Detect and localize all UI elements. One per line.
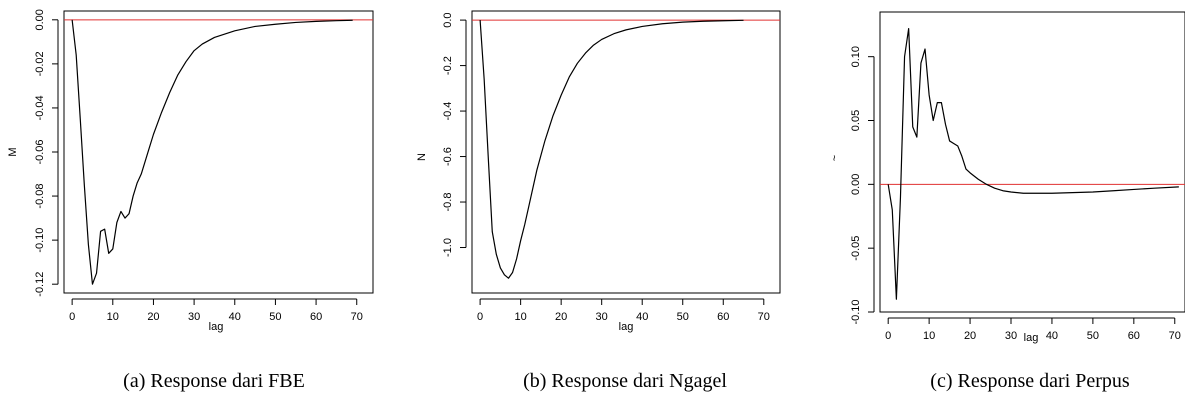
x-axis-label: lag: [1024, 332, 1039, 344]
x-tick-label: 20: [964, 330, 976, 342]
caption: (b) Response dari Ngagel: [523, 370, 727, 392]
caption: (a) Response dari FBE: [123, 370, 305, 392]
caption: (c) Response dari Perpus: [930, 370, 1130, 392]
plot-box: [471, 10, 781, 294]
y-tick-label: 0.00: [34, 9, 46, 30]
x-tick-label: 40: [229, 311, 241, 323]
x-axis-label: lag: [209, 321, 224, 333]
plot-box: [879, 11, 1185, 313]
series-line: [71, 19, 353, 285]
panel-fbe: 0 10 20 30 40 50 60 70 0.00 -0.02 -0.04 -0.06 -0.08…: [7, 9, 374, 392]
y-tick-label: -0.02: [34, 51, 46, 76]
series-line: [887, 28, 1179, 300]
x-tick-label: 20: [147, 311, 159, 323]
y-axis-label: M: [7, 147, 19, 156]
y-tick-label: -0.6: [442, 147, 454, 166]
x-tick-label: 30: [1005, 330, 1017, 342]
x-axis-label: lag: [619, 321, 634, 333]
y-tick-label: -0.12: [34, 272, 46, 297]
x-tick-label: 60: [717, 311, 729, 323]
x-tick-label: 10: [923, 330, 935, 342]
x-tick-label: 70: [351, 311, 363, 323]
x-axis: 0 10 20 30 40 50 60 70: [477, 298, 770, 323]
series-group: [479, 19, 744, 279]
y-tick-label: -0.10: [34, 228, 46, 253]
x-tick-label: 60: [310, 311, 322, 323]
x-tick-label: 40: [636, 311, 648, 323]
x-tick-label: 60: [1128, 330, 1140, 342]
y-tick-label: -0.04: [34, 95, 46, 120]
y-tick-label: -1.0: [442, 238, 454, 257]
y-tick-label: 0.0: [442, 12, 454, 27]
x-tick-label: 10: [107, 311, 119, 323]
y-axis: 0.00 -0.02 -0.04 -0.06 -0.08 -0.10 -0.12: [34, 9, 59, 297]
y-tick-label: 0.10: [850, 46, 862, 67]
x-tick-label: 30: [188, 311, 200, 323]
y-tick-label: -0.2: [442, 56, 454, 75]
series-group: [71, 19, 353, 285]
plot-box: [63, 10, 374, 294]
y-tick-label: -0.8: [442, 193, 454, 212]
y-tick-label: -0.06: [34, 139, 46, 164]
y-axis-label: N: [416, 153, 428, 161]
x-tick-label: 70: [758, 311, 770, 323]
y-axis: 0.0 -0.2 -0.4 -0.6 -0.8 -1.0: [442, 12, 467, 257]
y-tick-label: -0.05: [850, 236, 862, 261]
x-tick-label: 70: [1169, 330, 1181, 342]
x-tick-label: 40: [1046, 330, 1058, 342]
panel-ngagel: 0 10 20 30 40 50 60 70 0.0-0.2-0.4-0.6-0.8-1.0 …: [416, 10, 781, 392]
y-tick-label: -0.10: [850, 299, 862, 324]
x-tick-label: 30: [596, 311, 608, 323]
x-tick-label: 10: [515, 311, 527, 323]
y-axis-label: ~: [829, 155, 841, 161]
y-tick-label: -0.4: [442, 102, 454, 121]
y-tick-label: -0.08: [34, 184, 46, 209]
y-tick-label: 0.00: [850, 174, 862, 195]
x-tick-label: 20: [555, 311, 567, 323]
x-tick-label: 50: [677, 311, 689, 323]
series-group: [887, 28, 1179, 300]
y-tick-label: 0.05: [850, 110, 862, 131]
x-tick-label: 0: [69, 311, 75, 323]
x-tick-label: 0: [477, 311, 483, 323]
x-tick-label: 50: [269, 311, 281, 323]
panel-perpus: 0 10 20 30 40 50 60 70 0.10 0.05 0.00 -0.05 -0.10 l…: [829, 11, 1185, 392]
x-tick-label: 0: [885, 330, 891, 342]
x-tick-label: 50: [1087, 330, 1099, 342]
x-axis: 0 10 20 30 40 50 60 70: [69, 298, 363, 323]
series-line: [479, 19, 744, 279]
x-axis: 0 10 20 30 40 50 60 70: [885, 317, 1181, 342]
y-axis: 0.10 0.05 0.00 -0.05 -0.10: [850, 46, 875, 325]
